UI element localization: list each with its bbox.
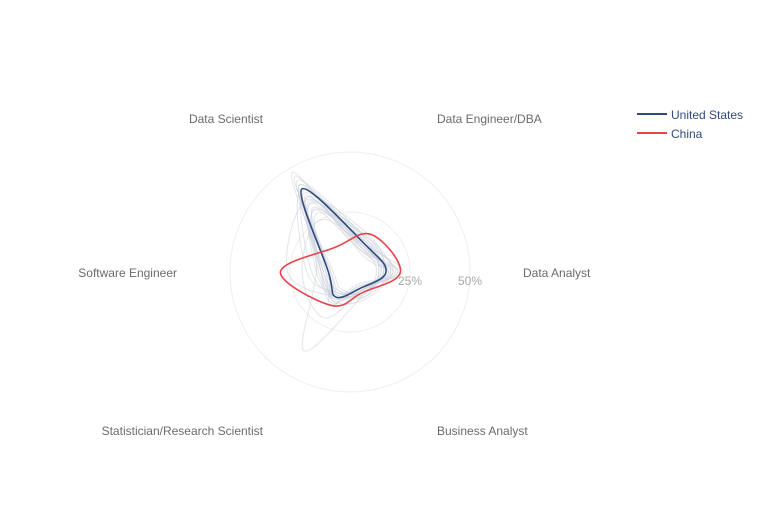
axis-label-data-engineer: Data Engineer/DBA bbox=[437, 112, 542, 126]
axis-label-data-analyst: Data Analyst bbox=[523, 266, 591, 280]
axis-label-business-analyst: Business Analyst bbox=[437, 424, 528, 438]
grid-circle-50 bbox=[229, 151, 471, 393]
axis-label-statistician: Statistician/Research Scientist bbox=[102, 424, 264, 438]
legend-label-united-states: United States bbox=[671, 108, 743, 122]
legend[interactable]: United States China bbox=[637, 108, 743, 141]
background-series-group bbox=[286, 171, 404, 352]
tick-label-25: 25% bbox=[398, 274, 422, 288]
axis-label-software-engineer: Software Engineer bbox=[78, 266, 177, 280]
series-line-china[interactable] bbox=[279, 232, 402, 307]
background-series-line-18 bbox=[301, 208, 380, 352]
legend-item-united-states[interactable]: United States bbox=[637, 108, 743, 122]
tick-label-50: 50% bbox=[458, 274, 482, 288]
radial-grid bbox=[229, 151, 471, 393]
axis-label-data-scientist: Data Scientist bbox=[189, 112, 264, 126]
grid-circle-25 bbox=[289, 211, 411, 333]
legend-label-china: China bbox=[671, 127, 703, 141]
highlighted-series-group bbox=[279, 188, 402, 307]
legend-item-china[interactable]: China bbox=[637, 127, 703, 141]
background-series-line-13 bbox=[291, 171, 389, 299]
series-line-united-states[interactable] bbox=[300, 188, 387, 299]
